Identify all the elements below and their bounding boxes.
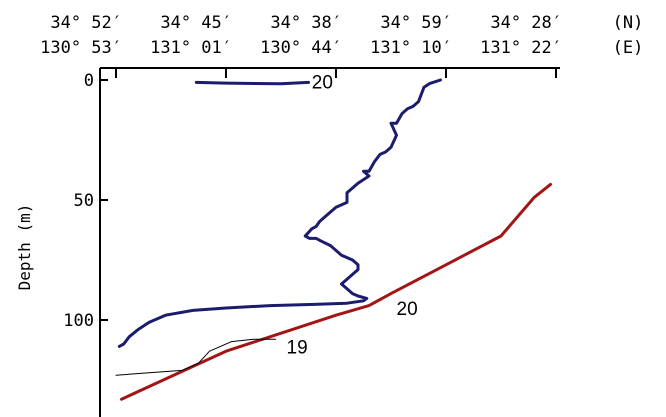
thin-bottom-line [115, 338, 276, 376]
y-tick-label: 0 [84, 71, 94, 91]
top-tick-label-n: 34° 38′ [270, 13, 342, 33]
top-axis-ticks: 34° 52′ 130° 53′ 34° 45′ 131° 01′ 34° 38′ 130… [40, 13, 643, 78]
top-tick-label-n: 34° 28′ [490, 13, 562, 33]
red-bottom-label: 20 [397, 299, 418, 320]
red-bottom-line [120, 182, 552, 401]
top-tick-label-e: 131° 10′ [370, 38, 452, 58]
series-labels: 20 19 20 [287, 72, 418, 358]
navy-top-label: 20 [312, 72, 333, 93]
top-tick-label-e: 130° 53′ [40, 38, 122, 58]
top-axis-unit-e: (E) [613, 38, 644, 58]
y-tick-label: 100 [63, 311, 94, 331]
top-tick-label-e: 130° 44′ [260, 38, 342, 58]
top-tick-label-e: 131° 22′ [480, 38, 562, 58]
y-axis-ticks: 0 50 100 [63, 71, 108, 331]
top-tick-label-n: 34° 59′ [380, 13, 452, 33]
top-tick-label-n: 34° 52′ [50, 13, 122, 33]
axes [99, 67, 560, 417]
y-tick-label: 50 [74, 191, 94, 211]
top-tick-label-n: 34° 45′ [160, 13, 232, 33]
navy-profile-line [117, 78, 442, 348]
top-axis-unit-n: (N) [613, 13, 644, 33]
top-tick-label-e: 131° 01′ [150, 38, 232, 58]
thin-bottom-label: 19 [287, 338, 308, 359]
series-layer [115, 78, 552, 401]
navy-top-line [194, 80, 310, 86]
y-axis-label: Depth (m) [15, 204, 34, 291]
